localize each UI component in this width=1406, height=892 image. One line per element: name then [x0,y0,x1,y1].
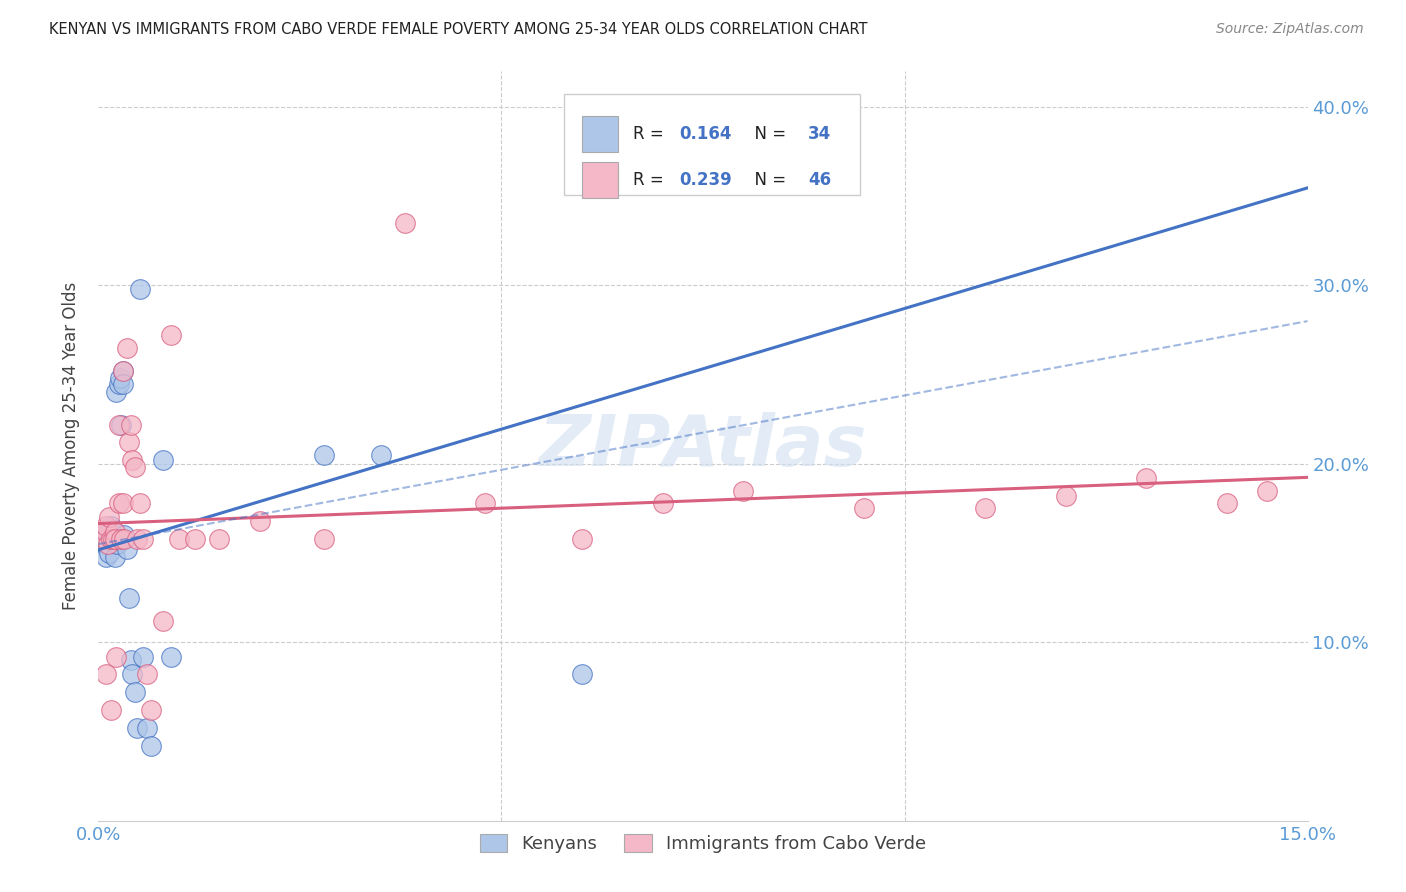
Point [853,501,876,516]
Point [112,532,135,546]
Point [314,532,336,546]
Point [1054,489,1077,503]
Point [107,376,129,391]
Point [97,524,120,539]
Point [111,364,134,378]
Point [152,453,174,467]
Point [105,649,128,664]
Point [314,448,336,462]
Point [94,524,117,539]
Point [135,721,157,735]
Point [115,341,138,355]
FancyBboxPatch shape [582,161,619,198]
Point [132,649,155,664]
Point [105,537,128,551]
Point [120,417,142,432]
Point [127,532,149,546]
Point [184,532,207,546]
Point [112,528,135,542]
Text: N =: N = [744,171,792,189]
Point [107,496,129,510]
Point [132,532,155,546]
Point [103,532,125,546]
Point [100,528,122,542]
Point [94,532,117,546]
Point [1216,496,1239,510]
Text: R =: R = [633,171,669,189]
Point [107,417,129,432]
Point [103,537,125,551]
Point [121,667,143,681]
Point [101,523,124,537]
Point [103,524,125,539]
Point [96,549,118,564]
Point [571,532,593,546]
Point [110,417,132,432]
Point [129,496,152,510]
Point [208,532,231,546]
Text: 34: 34 [808,125,831,144]
FancyBboxPatch shape [582,116,619,153]
Point [94,532,117,546]
Point [111,496,134,510]
Point [120,653,142,667]
Point [160,328,183,343]
Point [124,460,146,475]
Point [651,496,673,510]
Point [94,537,117,551]
Text: N =: N = [744,125,792,144]
Point [111,376,134,391]
Point [152,614,174,628]
Point [974,501,997,516]
Point [249,514,271,528]
Point [118,591,141,605]
FancyBboxPatch shape [564,94,860,195]
Point [571,667,593,681]
Text: R =: R = [633,125,669,144]
Point [103,549,125,564]
Point [96,667,118,681]
Point [1256,483,1278,498]
Point [1135,471,1157,485]
Point [121,453,143,467]
Point [97,546,120,560]
Point [100,532,122,546]
Point [733,483,755,498]
Text: 0.239: 0.239 [679,171,731,189]
Text: 46: 46 [808,171,831,189]
Text: 0.164: 0.164 [679,125,731,144]
Point [118,435,141,450]
Point [668,121,690,136]
Point [111,364,134,378]
Point [167,532,190,546]
Point [129,282,152,296]
Point [100,519,122,533]
Point [370,448,392,462]
Text: KENYAN VS IMMIGRANTS FROM CABO VERDE FEMALE POVERTY AMONG 25-34 YEAR OLDS CORREL: KENYAN VS IMMIGRANTS FROM CABO VERDE FEM… [49,22,868,37]
Point [127,721,149,735]
Point [139,739,162,753]
Point [139,703,162,717]
Point [97,537,120,551]
Point [135,667,157,681]
Point [474,496,496,510]
Point [108,371,131,385]
Point [394,216,416,230]
Point [100,703,122,717]
Legend: Kenyans, Immigrants from Cabo Verde: Kenyans, Immigrants from Cabo Verde [472,827,934,860]
Point [105,385,128,400]
Point [160,649,183,664]
Text: ZIPAtlas: ZIPAtlas [538,411,868,481]
Point [115,542,138,557]
Point [97,510,120,524]
Point [124,685,146,699]
Point [96,519,118,533]
Text: Source: ZipAtlas.com: Source: ZipAtlas.com [1216,22,1364,37]
Point [110,532,132,546]
Point [101,532,124,546]
Y-axis label: Female Poverty Among 25-34 Year Olds: Female Poverty Among 25-34 Year Olds [62,282,80,610]
